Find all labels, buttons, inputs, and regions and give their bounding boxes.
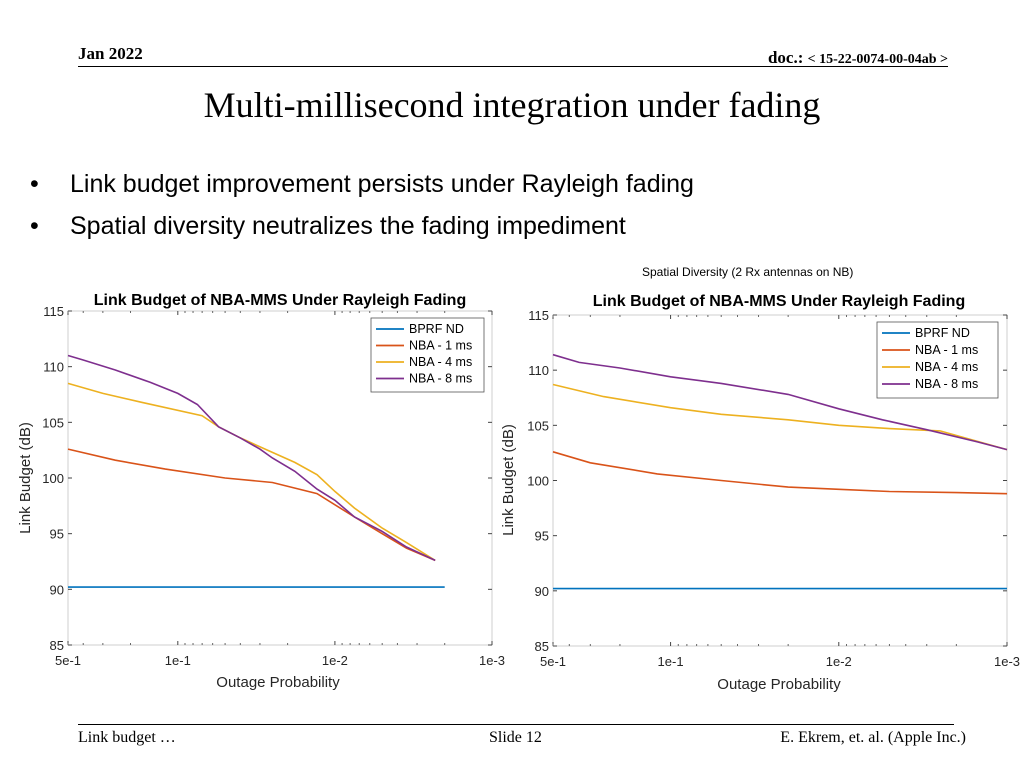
y-axis-label: Link Budget (dB) xyxy=(500,424,517,536)
series-line xyxy=(67,354,436,562)
header-date: Jan 2022 xyxy=(78,44,143,63)
header-doc: doc.: < 15-22-0074-00-04ab > xyxy=(768,48,948,68)
y-tick-label: 90 xyxy=(535,584,549,599)
series-line xyxy=(552,383,1008,451)
x-axis-label: Outage Probability xyxy=(216,674,340,691)
slide-title: Multi-millisecond integration under fadi… xyxy=(203,85,821,125)
y-axis-label: Link Budget (dB) xyxy=(17,422,34,534)
bullet-item: • Link budget improvement persists under … xyxy=(30,166,694,208)
footer-left: Link budget … xyxy=(78,729,176,746)
y-tick-label: 110 xyxy=(528,363,549,378)
bullet-icon: • xyxy=(30,212,39,240)
y-tick-label: 85 xyxy=(50,638,64,653)
x-tick-label: 1e-3 xyxy=(994,654,1020,669)
bullet-icon: • xyxy=(30,170,39,198)
y-tick-label: 105 xyxy=(42,415,64,430)
y-tick-label: 85 xyxy=(535,639,549,654)
legend-label: NBA - 1 ms xyxy=(915,343,978,357)
y-tick-label: 95 xyxy=(535,529,549,544)
legend-label: NBA - 1 ms xyxy=(409,339,472,353)
series-line xyxy=(552,353,1008,451)
x-tick-label: 1e-1 xyxy=(658,654,684,669)
bullet-item: • Spatial diversity neutralizes the fadin… xyxy=(30,208,694,250)
y-tick-label: 95 xyxy=(50,527,64,542)
series-line xyxy=(552,451,1008,495)
y-tick-label: 105 xyxy=(527,418,549,433)
x-tick-label: 5e-1 xyxy=(55,653,81,668)
y-tick-label: 115 xyxy=(528,308,549,323)
footer-author: E. Ekrem, et. al. (Apple Inc.) xyxy=(780,729,966,746)
bullet-text: Link budget improvement persists under R… xyxy=(70,170,694,198)
legend-label: NBA - 4 ms xyxy=(409,355,472,369)
legend-box xyxy=(370,317,485,393)
x-tick-label: 1e-2 xyxy=(826,654,852,669)
series-line xyxy=(67,448,436,562)
header-doc-prefix: doc.: xyxy=(767,48,808,67)
chart-title: Link Budget of NBA-MMS Under Rayleigh Fa… xyxy=(94,292,466,309)
legend-label: NBA - 8 ms xyxy=(409,372,472,386)
plot-area xyxy=(67,310,493,646)
x-axis-label: Outage Probability xyxy=(717,676,841,693)
header-doc-id: < 15-22-0074-00-04ab > xyxy=(807,52,948,67)
spatial-diversity-note: Spatial Diversity (2 Rx antennas on NB) xyxy=(642,265,854,279)
y-tick-label: 90 xyxy=(50,582,64,597)
footer-slide-number: Slide 12 xyxy=(489,729,542,746)
y-tick-label: 100 xyxy=(42,471,64,486)
chart-title: Link Budget of NBA-MMS Under Rayleigh Fa… xyxy=(593,293,965,310)
x-tick-label: 1e-2 xyxy=(322,653,348,668)
series-line xyxy=(67,382,436,562)
bullet-text: Spatial diversity neutralizes the fading… xyxy=(70,212,626,240)
footer-divider xyxy=(78,724,954,725)
legend-label: BPRF ND xyxy=(915,326,970,340)
legend-label: BPRF ND xyxy=(409,322,464,336)
header-divider xyxy=(78,66,948,67)
legend-label: NBA - 4 ms xyxy=(915,360,978,374)
x-tick-label: 5e-1 xyxy=(540,654,566,669)
y-tick-label: 115 xyxy=(43,304,64,319)
bullet-list: • Link budget improvement persists under … xyxy=(30,166,694,250)
y-tick-label: 100 xyxy=(527,474,549,489)
x-tick-label: 1e-1 xyxy=(165,653,191,668)
legend-box xyxy=(876,321,999,399)
plot-area xyxy=(552,314,1008,647)
x-tick-label: 1e-3 xyxy=(479,653,505,668)
legend-label: NBA - 8 ms xyxy=(915,377,978,391)
y-tick-label: 110 xyxy=(43,360,64,375)
